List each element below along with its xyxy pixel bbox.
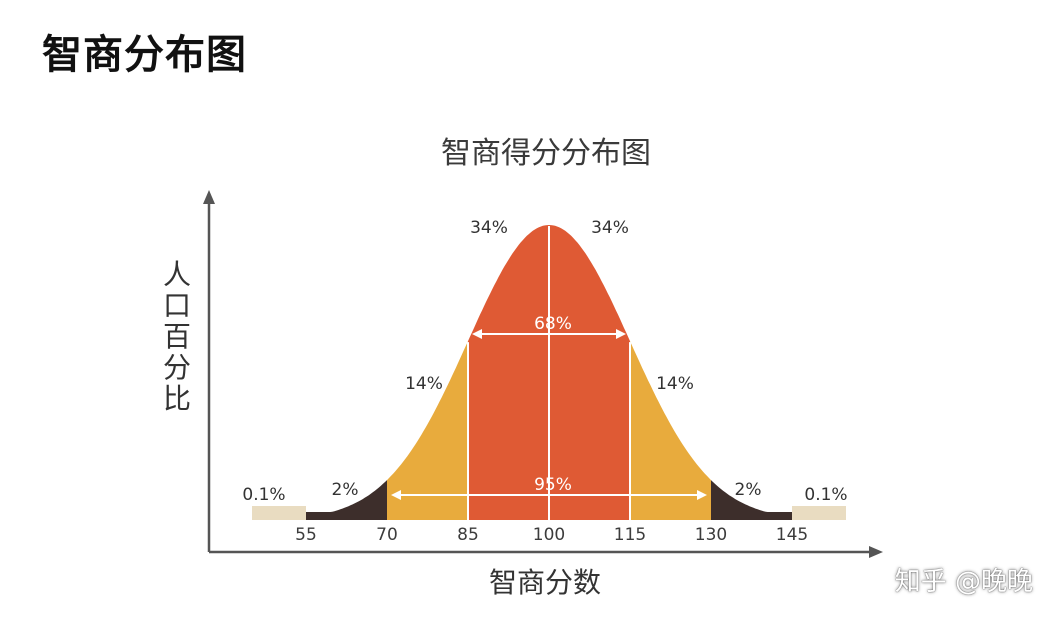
x-axis-arrow (869, 546, 883, 558)
band-tail-left (252, 506, 306, 520)
chart-title: 智商得分分布图 (441, 136, 651, 171)
range-annotations: 68% 95% (391, 314, 707, 500)
range-annotation-label: 95% (534, 475, 572, 495)
axes (203, 190, 883, 558)
x-axis-label: 智商分数 (489, 566, 601, 599)
range-arrow-head-right (697, 490, 707, 500)
band-mid-right (630, 341, 711, 520)
band-center-left (468, 225, 549, 520)
percent-label-outer-left: 2% (332, 480, 359, 500)
y-axis-arrow (203, 190, 215, 204)
y-axis-label: 人 口 百 分 比 (163, 258, 191, 415)
x-tick-115: 115 (614, 525, 646, 545)
x-tick-55: 55 (295, 525, 317, 545)
distribution-bands (252, 225, 846, 520)
y-axis-label-char-2: 百 (163, 320, 191, 353)
percent-label-outer-right: 2% (735, 480, 762, 500)
range-annotation: 68% (472, 314, 626, 339)
range-arrow-head-left (472, 329, 482, 339)
band-tail-right (792, 506, 846, 520)
range-annotation: 95% (391, 475, 707, 500)
band-mid-left (387, 341, 468, 520)
band-percent-labels: 0.1% 2% 14% 34% 34% 14% 2% 0.1% (242, 218, 847, 505)
x-tick-145: 145 (776, 525, 808, 545)
x-tick-100: 100 (533, 525, 565, 545)
range-annotation-label: 68% (534, 314, 572, 334)
percent-label-tail-left: 0.1% (242, 485, 285, 505)
band-center-right (549, 225, 630, 520)
x-tick-70: 70 (376, 525, 398, 545)
x-tick-85: 85 (457, 525, 479, 545)
band-outer-left (306, 480, 387, 520)
y-axis-label-char-0: 人 (163, 258, 191, 291)
percent-label-mid-right: 14% (656, 374, 694, 394)
range-arrow-head-left (391, 490, 401, 500)
y-axis-label-char-3: 分 (163, 351, 191, 384)
percent-label-mid-left: 14% (405, 374, 443, 394)
y-axis-label-char-1: 口 (163, 289, 191, 322)
band-outer-right (711, 480, 792, 520)
page-title: 智商分布图 (42, 32, 247, 78)
percent-label-center-right: 34% (591, 218, 629, 238)
band-dividers (467, 226, 631, 520)
watermark: 知乎 @晚晚 (894, 567, 1033, 597)
x-tick-labels: 55 70 85 100 115 130 145 (295, 525, 808, 545)
range-arrow-head-right (616, 329, 626, 339)
percent-label-center-left: 34% (470, 218, 508, 238)
x-tick-130: 130 (695, 525, 727, 545)
y-axis-label-char-4: 比 (163, 382, 191, 415)
percent-label-tail-right: 0.1% (804, 485, 847, 505)
